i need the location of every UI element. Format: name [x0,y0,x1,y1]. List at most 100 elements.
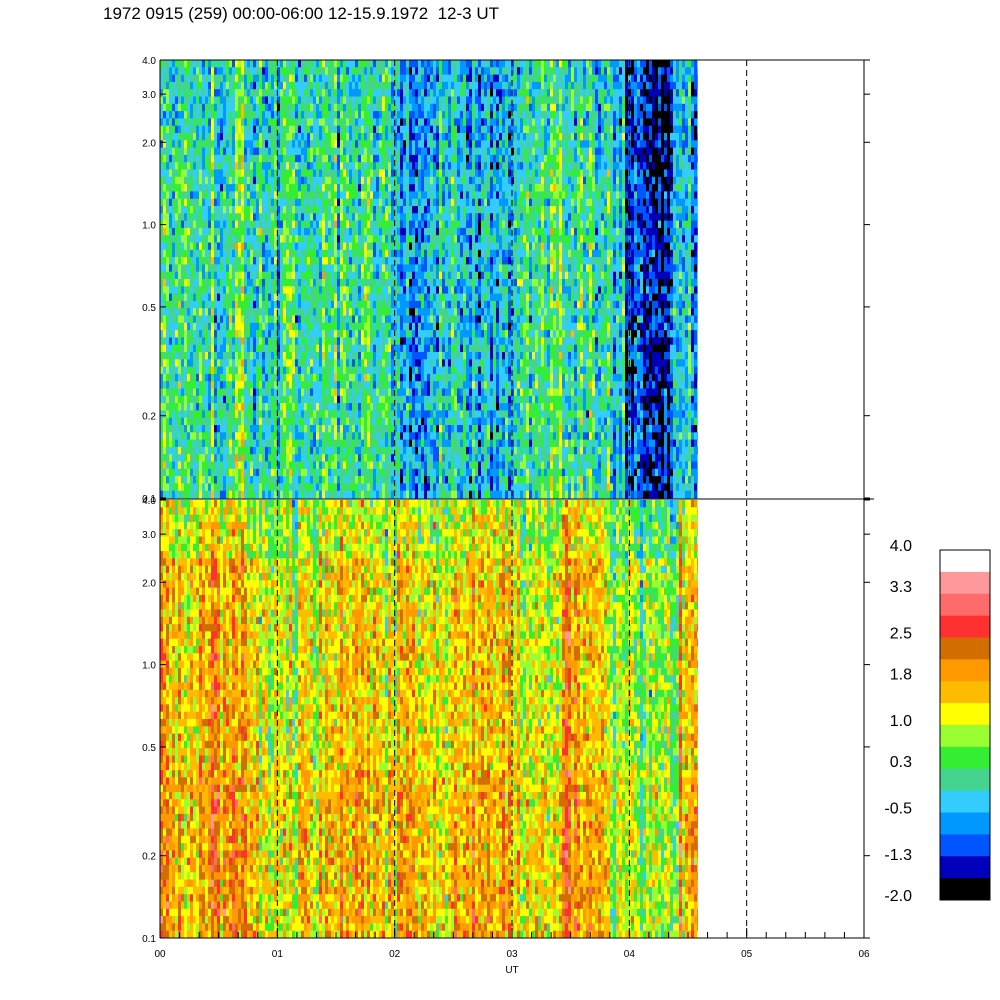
heatmap-cell [373,169,377,178]
heatmap-cell [367,227,371,236]
heatmap-cell [166,133,170,141]
heatmap-cell [265,425,269,433]
heatmap-cell [355,446,359,455]
heatmap-cell [361,417,365,426]
heatmap-cell [175,337,179,346]
heatmap-cell [319,322,323,331]
heatmap-cell [268,74,272,83]
heatmap-cell [202,366,206,375]
heatmap-cell [175,74,179,83]
heatmap-cell [316,96,320,105]
heatmap-cell [265,176,269,185]
heatmap-cell [172,410,176,419]
heatmap-cell [259,388,263,397]
heatmap-cell [367,432,371,440]
heatmap-cell [229,257,233,265]
heatmap-cell [181,352,185,360]
heatmap-cell [208,468,212,477]
heatmap-cell [406,118,410,127]
heatmap-cell [370,96,374,105]
heatmap-cell [202,154,206,163]
heatmap-cell [319,446,323,455]
heatmap-cell [289,490,293,499]
heatmap-cell [307,242,311,251]
heatmap-cell [340,344,344,353]
heatmap-cell [385,264,389,273]
heatmap-cell [238,96,242,105]
heatmap-cell [259,381,263,389]
heatmap-cell [250,425,254,433]
heatmap-cell [289,300,293,309]
heatmap-cell [259,140,263,148]
heatmap-cell [265,308,269,316]
heatmap-cell [346,315,350,324]
heatmap-cell [274,60,278,68]
heatmap-cell [184,381,188,389]
heatmap-cell [385,286,389,294]
heatmap-cell [391,373,395,382]
heatmap-cell [400,271,404,280]
heatmap-cell [358,446,362,455]
heatmap-cell [160,352,164,360]
heatmap-cell [397,271,401,280]
heatmap-cell [349,373,353,382]
heatmap-cell [370,81,374,90]
heatmap-cell [286,60,290,68]
heatmap-cell [319,300,323,309]
heatmap-cell [400,439,404,448]
heatmap-cell [196,359,200,367]
heatmap-cell [391,140,395,148]
heatmap-cell [163,89,167,97]
heatmap-cell [166,154,170,163]
heatmap-cell [364,344,368,353]
heatmap-cell [376,395,380,404]
heatmap-cell [223,446,227,455]
heatmap-cell [268,308,272,316]
heatmap-cell [364,220,368,229]
heatmap-cell [262,191,266,200]
heatmap-cell [256,373,260,382]
heatmap-cell [373,249,377,258]
heatmap-cell [166,96,170,105]
heatmap-cell [328,191,332,200]
heatmap-cell [163,60,167,68]
heatmap-cell [262,322,266,331]
heatmap-cell [382,162,386,170]
heatmap-cell [238,227,242,236]
heatmap-cell [370,381,374,389]
heatmap-cell [382,293,386,302]
heatmap-cell [313,169,317,178]
heatmap-cell [406,257,410,265]
heatmap-cell [379,118,383,127]
heatmap-cell [397,140,401,148]
heatmap-cell [265,286,269,294]
heatmap-cell [385,249,389,258]
heatmap-cell [373,89,377,97]
heatmap-cell [364,461,368,470]
heatmap-cell [391,352,395,360]
heatmap-cell [196,154,200,163]
heatmap-cell [355,162,359,170]
heatmap-cell [376,439,380,448]
heatmap-cell [346,279,350,287]
heatmap-cell [328,140,332,148]
heatmap-cell [169,308,173,316]
heatmap-cell [265,403,269,411]
heatmap-cell [181,206,185,214]
heatmap-cell [322,140,326,148]
heatmap-cell [160,468,164,477]
heatmap-cell [241,96,245,105]
heatmap-cell [244,315,248,324]
heatmap-cell [331,439,335,448]
heatmap-cell [409,154,413,163]
heatmap-cell [214,271,218,280]
heatmap-cell [337,257,341,265]
heatmap-cell [331,81,335,90]
heatmap-cell [181,154,185,163]
heatmap-cell [364,257,368,265]
heatmap-cell [358,352,362,360]
heatmap-cell [355,81,359,90]
heatmap-cell [184,191,188,200]
heatmap-cell [196,198,200,207]
heatmap-cell [316,322,320,331]
